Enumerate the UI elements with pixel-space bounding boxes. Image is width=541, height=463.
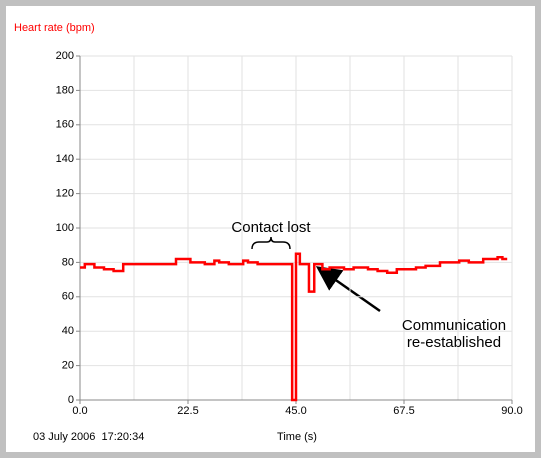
brace (251, 236, 291, 250)
x-tick-label: 90.0 (501, 405, 522, 417)
x-tick-label: 0.0 (72, 405, 87, 417)
timestamp: 03 July 2006 17:20:34 (33, 431, 144, 443)
y-axis-label: Heart rate (bpm) (14, 22, 95, 34)
annotation: Contact lost (231, 219, 311, 236)
y-tick-label: 60 (62, 291, 74, 303)
y-tick-label: 160 (56, 119, 74, 131)
annotation: re-established (407, 334, 501, 351)
x-tick-label: 22.5 (177, 405, 198, 417)
y-tick-label: 140 (56, 153, 74, 165)
y-tick-label: 80 (62, 256, 74, 268)
y-tick-label: 40 (62, 325, 74, 337)
y-tick-label: 20 (62, 360, 74, 372)
heart-rate-line (80, 252, 508, 402)
y-tick-label: 120 (56, 188, 74, 200)
y-tick-label: 100 (56, 222, 74, 234)
annotation: Communication (402, 317, 506, 334)
y-tick-label: 200 (56, 50, 74, 62)
x-tick-label: 67.5 (393, 405, 414, 417)
y-tick-label: 180 (56, 84, 74, 96)
y-tick-label: 0 (68, 394, 74, 406)
x-tick-label: 45.0 (285, 405, 306, 417)
x-axis-label: Time (s) (277, 431, 317, 443)
